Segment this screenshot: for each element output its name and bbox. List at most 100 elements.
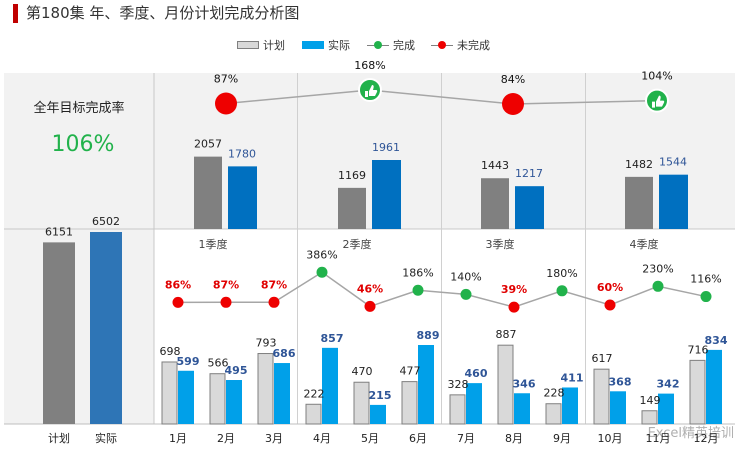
month-bar-actual	[178, 370, 194, 424]
month-axis-label: 1月	[169, 432, 187, 445]
month-value-actual: 215	[369, 389, 392, 402]
legend-swatch-actual	[302, 41, 324, 49]
thumbs-up-icon	[365, 85, 378, 97]
month-value-actual: 686	[273, 347, 296, 360]
annual-bar-plan	[43, 242, 75, 424]
month-bar-plan	[641, 410, 658, 425]
month-rate-line	[177, 271, 707, 308]
month-bar-plan	[497, 344, 514, 425]
title-accent-bar	[13, 4, 18, 23]
month-rate-marker-incomplete	[172, 296, 184, 308]
month-rate-marker-complete	[652, 280, 664, 292]
month-bar-actual	[706, 349, 722, 424]
month-rate-marker-incomplete	[220, 296, 232, 308]
month-rate-label: 186%	[402, 266, 433, 279]
legend-marker-complete	[374, 41, 382, 49]
month-rate-marker-complete	[556, 285, 568, 297]
month-axis-label: 12月	[694, 432, 719, 445]
quarter-rate-line	[225, 89, 658, 105]
watermark-text: Excel精英培训	[648, 425, 734, 441]
month-axis-label: 8月	[505, 432, 523, 445]
month-rate-label: 46%	[357, 282, 383, 295]
quarter-value-plan: 1482	[625, 158, 653, 171]
month-value-actual: 411	[561, 371, 584, 384]
month-bar-actual	[322, 347, 338, 424]
month-value-actual: 599	[177, 355, 200, 368]
month-rate-label: 140%	[450, 270, 481, 283]
month-rate-label: 116%	[690, 273, 721, 286]
quarter-bar-actual	[228, 166, 257, 229]
legend-marker-incomplete	[438, 41, 446, 49]
month-bar-actual	[514, 393, 530, 424]
quarter-bar-plan	[194, 156, 222, 229]
month-bar-plan	[545, 403, 562, 425]
month-bar-plan	[449, 394, 466, 425]
month-bar-plan	[305, 403, 322, 425]
month-bar-plan	[209, 373, 226, 425]
month-rate-label: 87%	[213, 278, 239, 291]
month-rate-label: 180%	[546, 267, 577, 280]
quarter-rate-label: 104%	[641, 70, 672, 83]
annual-panel-bg	[4, 229, 154, 424]
quarter-bar-actual	[372, 160, 401, 229]
month-bar-plan	[161, 361, 178, 425]
month-value-plan: 470	[352, 365, 373, 378]
month-value-plan: 566	[208, 357, 229, 370]
annual-bar-value-actual: 6502	[92, 215, 120, 228]
legend-label-plan: 计划	[263, 39, 285, 52]
month-bar-plan	[401, 381, 418, 425]
month-value-plan: 716	[688, 343, 709, 356]
quarter-value-actual: 1544	[659, 156, 687, 169]
quarter-value-plan: 1443	[481, 159, 509, 172]
quarter-rate-label: 168%	[354, 59, 385, 72]
month-value-actual: 460	[465, 367, 488, 380]
quarter-bar-plan	[481, 178, 509, 229]
month-bar-actual	[226, 380, 242, 424]
quarter-rate-label: 84%	[501, 73, 525, 86]
month-rate-marker-incomplete	[364, 300, 376, 312]
month-value-plan: 222	[304, 387, 325, 400]
legend-label-complete: 完成	[393, 39, 415, 52]
month-value-actual: 889	[417, 329, 440, 342]
month-value-plan: 477	[400, 365, 421, 378]
month-value-plan: 793	[256, 337, 277, 350]
month-bar-plan	[689, 359, 706, 425]
quarter-axis-label: 2季度	[343, 237, 372, 251]
quarter-axis-label: 1季度	[199, 237, 228, 251]
legend-swatch-plan	[237, 41, 259, 49]
quarter-value-actual: 1961	[372, 141, 400, 154]
annual-bar-value-plan: 6151	[45, 225, 73, 238]
month-bar-actual	[658, 393, 674, 424]
quarter-rate-marker-incomplete	[502, 93, 524, 115]
month-rate-marker-complete	[316, 266, 328, 278]
legend-label-actual: 实际	[328, 39, 350, 52]
month-bar-actual	[562, 387, 578, 424]
month-bar-plan	[353, 381, 370, 425]
month-rate-marker-incomplete	[268, 296, 280, 308]
month-bar-plan	[257, 353, 274, 425]
month-value-plan: 228	[544, 387, 565, 400]
month-axis-label: 5月	[361, 432, 379, 445]
month-rate-marker-incomplete	[604, 299, 616, 311]
quarter-value-plan: 1169	[338, 169, 366, 182]
month-rate-label: 386%	[306, 248, 337, 261]
month-value-plan: 328	[448, 378, 469, 391]
month-bar-plan	[593, 368, 610, 425]
quarter-rate-marker-incomplete	[215, 92, 237, 115]
quarter-bar-actual	[515, 186, 544, 229]
month-axis-label: 2月	[217, 432, 235, 445]
month-value-plan: 149	[640, 394, 661, 407]
month-rate-label: 86%	[165, 278, 191, 291]
month-value-actual: 834	[705, 334, 728, 347]
month-rate-label: 39%	[501, 283, 527, 296]
quarter-bar-actual	[659, 174, 688, 229]
quarter-bar-plan	[625, 176, 653, 229]
month-rate-marker-complete	[700, 291, 712, 303]
annual-bar-actual	[90, 232, 122, 424]
annual-axis-label-actual: 实际	[95, 431, 117, 445]
month-rate-marker-incomplete	[508, 301, 520, 313]
month-bar-actual	[418, 345, 434, 424]
month-bar-actual	[274, 363, 290, 424]
month-rate-marker-complete	[412, 284, 424, 296]
month-rate-label: 60%	[597, 281, 623, 294]
